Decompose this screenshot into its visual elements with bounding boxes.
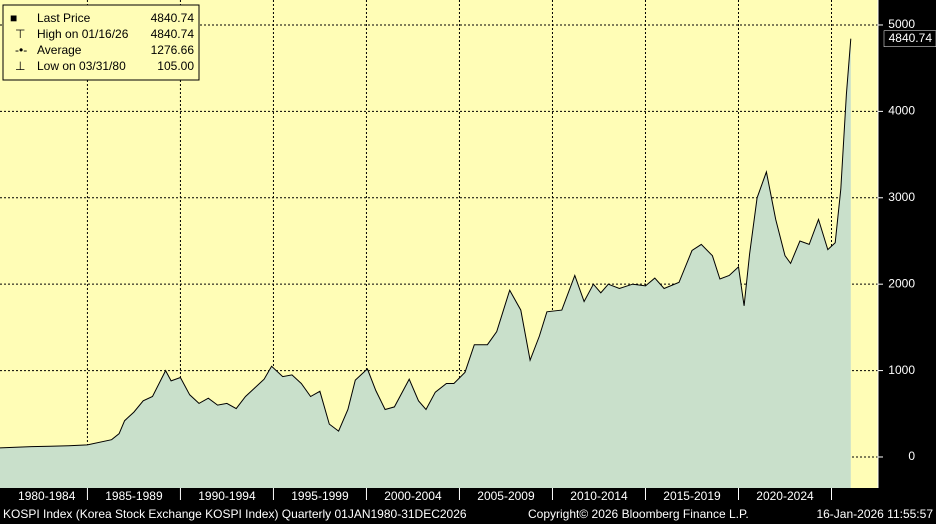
footer-timestamp: 16-Jan-2026 11:55:57 <box>816 507 933 521</box>
x-tick-label: 1980-1984 <box>18 489 76 503</box>
footer-description: KOSPI Index (Korea Stock Exchange KOSPI … <box>3 507 467 521</box>
x-tick-label: 1995-1999 <box>291 489 349 503</box>
y-tick-label: 0 <box>908 449 915 463</box>
x-tick-label: 1985-1989 <box>105 489 163 503</box>
legend-value: 4840.74 <box>151 11 195 25</box>
legend-label: Low on 03/31/80 <box>37 59 126 73</box>
x-tick-label: 2015-2019 <box>663 489 721 503</box>
x-tick-label: 2020-2024 <box>756 489 814 503</box>
y-tick-label: 2000 <box>888 276 915 290</box>
footer-copyright: Copyright© 2026 Bloomberg Finance L.P. <box>528 507 749 521</box>
legend-icon: ⊥ <box>15 59 25 73</box>
legend-icon: -•- <box>15 43 27 57</box>
legend-icon: ■ <box>10 11 17 25</box>
price-line <box>0 38 852 449</box>
legend-box <box>2 4 200 81</box>
x-tick-label: 2010-2014 <box>570 489 628 503</box>
legend-value: 4840.74 <box>151 27 195 41</box>
legend-value: 105.00 <box>157 59 194 73</box>
area-fill <box>0 38 851 488</box>
x-axis-band <box>0 488 936 506</box>
legend-label: Average <box>37 43 82 57</box>
x-tick-label: 2005-2009 <box>477 489 535 503</box>
legend-label: Last Price <box>37 11 91 25</box>
x-tick-label: 2000-2004 <box>384 489 442 503</box>
legend-icon: ⊤ <box>15 27 25 41</box>
y-tick-label: 4000 <box>888 104 915 118</box>
last-price-tag <box>883 30 936 47</box>
y-tick-label: 5000 <box>888 17 915 31</box>
legend-value: 1276.66 <box>151 43 195 57</box>
y-tick-label: 3000 <box>888 190 915 204</box>
last-price-label: 4840.74 <box>889 31 933 45</box>
y-tick-label: 1000 <box>888 363 915 377</box>
x-tick-label: 1990-1994 <box>198 489 256 503</box>
legend-label: High on 01/16/26 <box>37 27 129 41</box>
